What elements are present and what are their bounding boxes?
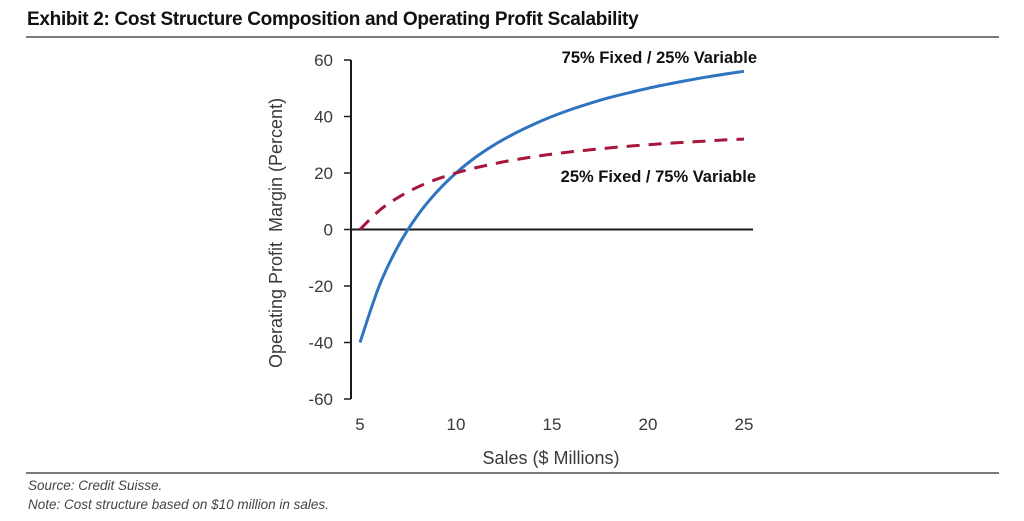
y-axis-title: Operating Profit Margin (Percent) xyxy=(266,98,286,368)
title-divider xyxy=(26,36,999,38)
y-tick-label: 20 xyxy=(314,164,333,183)
y-tick-label: -20 xyxy=(308,277,333,296)
series-label-25-fixed: 25% Fixed / 75% Variable xyxy=(561,168,756,186)
footnote: Note: Cost structure based on $10 millio… xyxy=(28,497,329,512)
y-tick-label: 0 xyxy=(324,221,333,240)
x-tick-label: 25 xyxy=(735,415,754,434)
x-tick-label: 20 xyxy=(639,415,658,434)
x-axis-title: Sales ($ Millions) xyxy=(482,448,619,468)
series-lines xyxy=(358,69,745,343)
x-tick-label: 5 xyxy=(355,415,364,434)
series-label-75-fixed: 75% Fixed / 25% Variable xyxy=(562,49,757,67)
axes: 60 40 20 0 -20 -40 -60 5 10 15 20 25 Sales ($ Millio… xyxy=(266,51,753,468)
footer-divider xyxy=(26,472,999,474)
y-tick-label: -40 xyxy=(308,334,333,353)
y-tick-label: 60 xyxy=(314,51,333,70)
series-labels: 75% Fixed / 25% Variable 25% Fixed / 75% … xyxy=(561,49,757,186)
y-tick-label: -60 xyxy=(308,390,333,409)
x-tick-label: 15 xyxy=(543,415,562,434)
source-note: Source: Credit Suisse. xyxy=(28,478,163,493)
y-tick-label: 40 xyxy=(314,108,333,127)
series-line-2 xyxy=(358,137,745,231)
chart-title: Exhibit 2: Cost Structure Composition an… xyxy=(27,9,639,30)
series-line-1 xyxy=(358,69,745,343)
x-tick-label: 10 xyxy=(447,415,466,434)
